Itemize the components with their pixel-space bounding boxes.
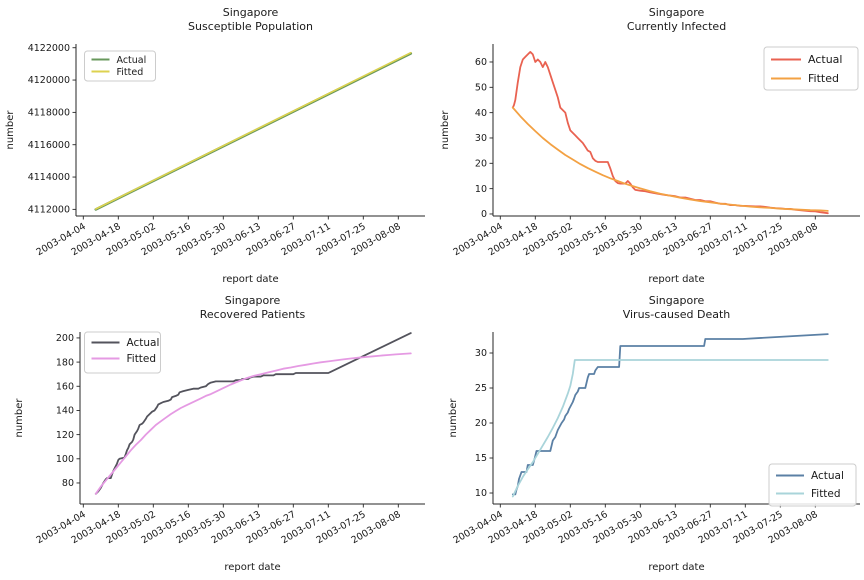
y-tick-label: 160 xyxy=(56,381,74,392)
x-axis-label: report date xyxy=(222,274,278,285)
series-line-fitted xyxy=(94,352,412,495)
legend-label: Actual xyxy=(808,53,842,66)
x-axis-label: report date xyxy=(648,274,704,285)
chart-currently-infected: Singapore Currently Infected 0 10 20 30 40 50 60… xyxy=(432,0,864,288)
chart-title-line: Virus-caused Death xyxy=(623,308,731,321)
legend-label: Actual xyxy=(811,470,844,482)
chart-virus-caused-death: Singapore Virus-caused Death 10 15 20 25 30 200… xyxy=(432,288,864,576)
legend-box: Actual Fitted xyxy=(763,46,859,91)
y-tick-label: 25 xyxy=(475,383,487,394)
y-tick-label: 4112000 xyxy=(28,205,70,216)
y-tick-label: 140 xyxy=(56,406,74,417)
x-axis-label: report date xyxy=(224,562,280,573)
y-tick-label: 50 xyxy=(475,83,487,94)
y-tick-label: 60 xyxy=(475,57,487,68)
chart-title-line: Susceptible Population xyxy=(188,20,313,33)
y-tick-label: 40 xyxy=(475,108,487,119)
series-line-fitted xyxy=(95,51,412,210)
y-tick-label: 10 xyxy=(475,184,487,195)
legend-label: Actual xyxy=(117,55,147,66)
chart-title-line: Singapore xyxy=(649,294,705,307)
legend-label: Fitted xyxy=(117,67,144,78)
y-tick-label: 0 xyxy=(481,209,487,220)
chart-susceptible-population: Singapore Susceptible Population 4112000 41… xyxy=(0,0,432,288)
chart-recovered-patients: Singapore Recovered Patients 80 100 120 140 16… xyxy=(0,288,432,576)
y-axis-label: number xyxy=(14,398,25,438)
y-tick-label: 20 xyxy=(475,418,487,429)
y-tick-label: 120 xyxy=(56,430,74,441)
y-axis-label: number xyxy=(5,110,16,150)
legend-label: Fitted xyxy=(811,488,841,500)
y-tick-label: 30 xyxy=(475,133,487,144)
y-tick-label: 180 xyxy=(56,357,74,368)
legend-label: Fitted xyxy=(127,353,157,365)
y-axis-label: number xyxy=(440,110,451,150)
y-tick-label: 30 xyxy=(475,348,487,359)
legend-label: Fitted xyxy=(808,72,839,85)
series-line-fitted xyxy=(511,359,829,498)
legend-box: Actual Fitted xyxy=(84,331,161,374)
legend-box: Actual Fitted xyxy=(768,463,857,507)
legend-label: Actual xyxy=(127,337,160,349)
chart-title-line: Singapore xyxy=(223,6,279,19)
series-line-fitted xyxy=(511,106,829,212)
series-line-actual xyxy=(94,332,412,495)
y-axis-label: number xyxy=(448,398,459,438)
y-tick-label: 20 xyxy=(475,159,487,170)
y-tick-label: 4122000 xyxy=(28,43,70,54)
chart-title-line: Currently Infected xyxy=(627,20,726,33)
y-tick-label: 4114000 xyxy=(28,172,70,183)
chart-title-line: Singapore xyxy=(649,6,705,19)
y-tick-label: 15 xyxy=(475,453,487,464)
y-tick-label: 4118000 xyxy=(28,108,70,119)
y-tick-label: 4116000 xyxy=(28,140,70,151)
y-tick-label: 4120000 xyxy=(28,75,70,86)
y-tick-label: 10 xyxy=(475,488,487,499)
chart-title-line: Singapore xyxy=(225,294,281,307)
y-tick-label: 100 xyxy=(56,454,74,465)
y-tick-label: 200 xyxy=(56,333,74,344)
x-axis-label: report date xyxy=(648,562,704,573)
chart-title-line: Recovered Patients xyxy=(200,308,306,321)
y-tick-label: 80 xyxy=(62,478,74,489)
